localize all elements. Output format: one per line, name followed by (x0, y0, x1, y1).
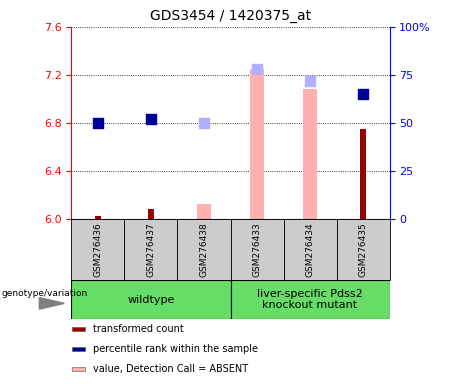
Bar (71, 219, 124, 280)
Bar (72, 326, 85, 331)
Bar (337, 219, 390, 280)
Bar (72, 367, 85, 371)
Point (306, 78, 313, 84)
Text: GSM276437: GSM276437 (147, 222, 155, 277)
Text: GSM276434: GSM276434 (306, 222, 314, 277)
Bar (124, 219, 177, 280)
Polygon shape (39, 298, 65, 309)
Bar (230, 280, 390, 319)
Point (200, 120, 207, 126)
Point (253, 66, 260, 72)
Bar (177, 219, 230, 280)
Bar (148, 209, 154, 219)
Text: percentile rank within the sample: percentile rank within the sample (93, 344, 258, 354)
Bar (360, 129, 366, 219)
Text: GSM276435: GSM276435 (359, 222, 367, 277)
Text: GSM276433: GSM276433 (253, 222, 261, 277)
Text: liver-specific Pdss2
knockout mutant: liver-specific Pdss2 knockout mutant (257, 289, 363, 310)
Point (359, 91, 366, 97)
Bar (95, 217, 101, 219)
Bar (250, 69, 264, 219)
Text: genotype/variation: genotype/variation (1, 289, 88, 298)
Text: GSM276436: GSM276436 (94, 222, 102, 277)
Bar (197, 204, 211, 219)
Point (94, 120, 101, 126)
Bar (284, 219, 337, 280)
Point (148, 116, 155, 122)
Bar (303, 89, 317, 219)
Text: transformed count: transformed count (93, 324, 184, 334)
Text: value, Detection Call = ABSENT: value, Detection Call = ABSENT (93, 364, 248, 374)
Text: GSM276438: GSM276438 (200, 222, 208, 277)
Bar (71, 280, 230, 319)
Bar (230, 219, 284, 280)
Title: GDS3454 / 1420375_at: GDS3454 / 1420375_at (150, 9, 311, 23)
Text: wildtype: wildtype (127, 295, 175, 305)
Bar (72, 347, 85, 351)
